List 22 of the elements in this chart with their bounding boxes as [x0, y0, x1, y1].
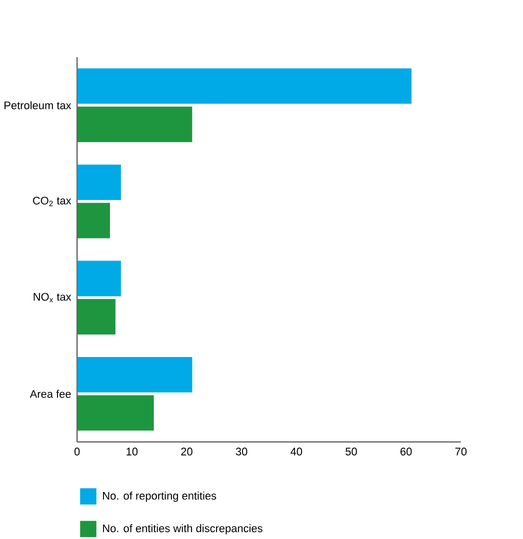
x-tick-label: 0 [74, 448, 80, 456]
legend-label: No. of reporting entities [102, 492, 216, 502]
bar [76, 106, 192, 142]
x-tick-label: 30 [236, 448, 248, 456]
x-tick-label: 10 [126, 448, 138, 456]
x-tick-label: 60 [400, 448, 412, 456]
bar [76, 202, 110, 238]
x-tick-label: 20 [181, 448, 192, 456]
bar [76, 68, 412, 104]
bar [76, 395, 154, 431]
x-tick-label: 70 [455, 448, 466, 456]
bar [76, 299, 116, 334]
bar [76, 260, 121, 296]
bar [76, 356, 192, 392]
legend-label: No. of entities with discrepancies [102, 524, 262, 534]
y-tick-label: Area fee [30, 390, 71, 398]
bar [76, 164, 121, 200]
x-tick-label: 40 [290, 448, 302, 456]
y-tick-label: CO$_{2}$ tax [32, 196, 72, 206]
y-tick-label: NO$_{x}$ tax [34, 292, 72, 302]
x-tick-label: 50 [345, 448, 357, 456]
y-tick-label: Petroleum tax [4, 101, 72, 110]
